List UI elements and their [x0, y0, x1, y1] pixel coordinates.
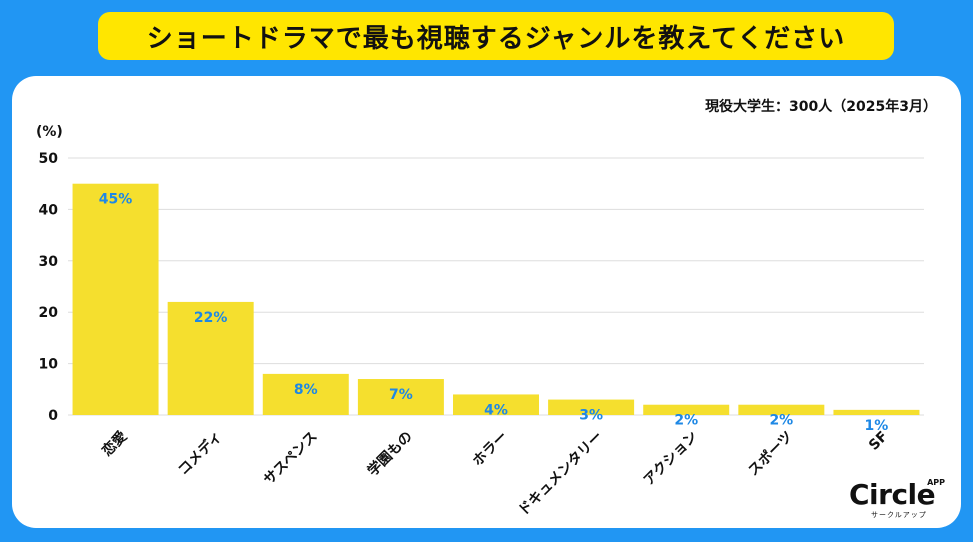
bar-data-label: 8%	[294, 382, 318, 398]
bar	[357, 379, 444, 415]
bar	[453, 394, 539, 415]
bar	[548, 399, 635, 415]
logo-app-text: APP	[927, 478, 945, 487]
bar	[167, 301, 254, 415]
bar-data-label: 45%	[99, 192, 133, 208]
bar-data-label: 4%	[484, 402, 508, 418]
bar	[643, 404, 730, 415]
x-tick-label: コメディ	[175, 428, 226, 479]
y-axis-label: (%)	[36, 124, 63, 140]
x-tick-label: ドキュメンタリー	[515, 429, 606, 520]
chart-title: ショートドラマで最も視聴するジャンルを教えてください	[98, 12, 894, 60]
x-tick-label: スポーツ	[745, 428, 796, 479]
circle-app-logo: Circle APP サークルアップ	[849, 478, 945, 519]
bar	[833, 409, 920, 415]
y-tick-label: 20	[39, 305, 59, 321]
x-tick-label: ホラー	[470, 429, 511, 470]
bar-data-label: 3%	[579, 408, 603, 424]
y-tick-label: 40	[39, 202, 59, 218]
bar	[738, 404, 825, 415]
bar-chart: (%) 0 10 20 30 40 50 45% 恋愛 22% コメディ 8% サスペンス 7% 学園もの 4…	[36, 124, 924, 520]
bar	[262, 373, 349, 415]
bar-data-label: 2%	[674, 413, 698, 429]
chart-subtitle: 現役大学生：300人（2025年3月）	[705, 99, 937, 115]
logo-text: Circle	[849, 478, 936, 511]
bar	[72, 183, 159, 415]
x-tick-label: アクション	[641, 429, 701, 489]
y-tick-label: 10	[39, 357, 59, 373]
x-tick-label: サスペンス	[261, 429, 321, 489]
x-tick-label: 学園もの	[364, 428, 416, 480]
bar-data-label: 2%	[769, 413, 793, 429]
y-tick-label: 0	[48, 408, 58, 424]
bar-data-label: 7%	[389, 387, 413, 403]
bar-data-label: 1%	[865, 418, 889, 434]
chart-card: 現役大学生：300人（2025年3月） (%) 0 10 20 30 40 50 45% 恋愛 2…	[12, 76, 961, 528]
logo-subtext: サークルアップ	[871, 511, 927, 519]
x-tick-label: 恋愛	[99, 428, 131, 460]
bar-data-label: 22%	[194, 310, 228, 326]
y-tick-label: 50	[39, 151, 59, 167]
y-tick-label: 30	[39, 254, 59, 270]
